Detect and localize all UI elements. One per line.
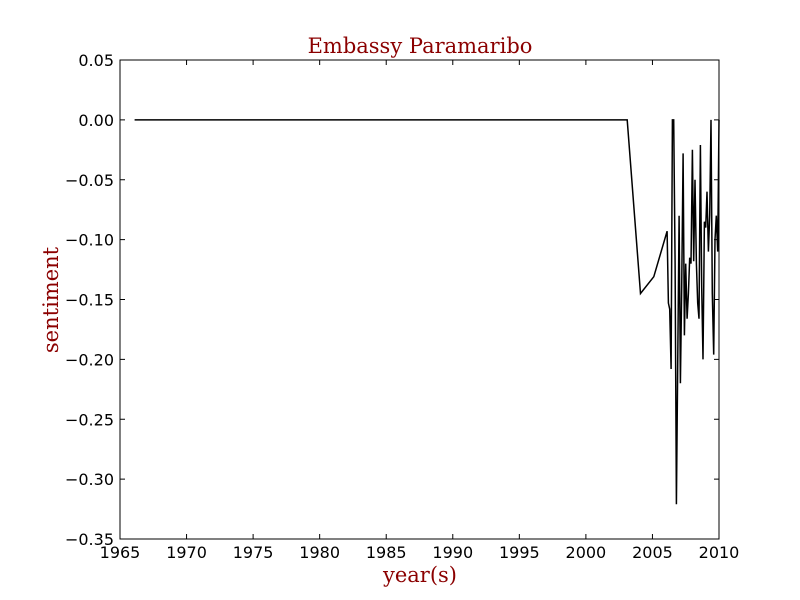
y-tick-label: −0.20 [65, 350, 114, 369]
y-tick-label: 0.05 [78, 51, 114, 70]
x-tick-label: 1975 [233, 543, 274, 562]
x-axis-label: year(s) [382, 563, 457, 587]
y-tick-label: 0.00 [78, 111, 114, 130]
y-tick-label: −0.30 [65, 470, 114, 489]
x-tick-label: 1985 [366, 543, 407, 562]
x-tick-label: 1980 [299, 543, 340, 562]
x-tick-label: 1990 [432, 543, 473, 562]
x-tick-label: 2000 [566, 543, 607, 562]
x-tick-label: 2005 [632, 543, 673, 562]
x-axis-ticks: 1965 1970 1975 1980 1985 1990 1995 2000 2005 2010 [100, 60, 740, 562]
y-tick-label: −0.35 [65, 530, 114, 549]
x-tick-label: 1970 [166, 543, 207, 562]
y-tick-label: −0.15 [65, 291, 114, 310]
x-tick-label: 2010 [699, 543, 740, 562]
x-tick-label: 1965 [100, 543, 141, 562]
chart-title: Embassy Paramaribo [308, 34, 533, 58]
y-tick-label: −0.25 [65, 410, 114, 429]
y-axis-ticks: 0.05 0.00 −0.05 −0.10 −0.15 −0.20 −0.25 −0.30 −0… [65, 51, 719, 549]
y-tick-label: −0.10 [65, 231, 114, 250]
y-tick-label: −0.05 [65, 171, 114, 190]
y-axis-label: sentiment [39, 246, 63, 353]
x-tick-label: 1995 [499, 543, 540, 562]
